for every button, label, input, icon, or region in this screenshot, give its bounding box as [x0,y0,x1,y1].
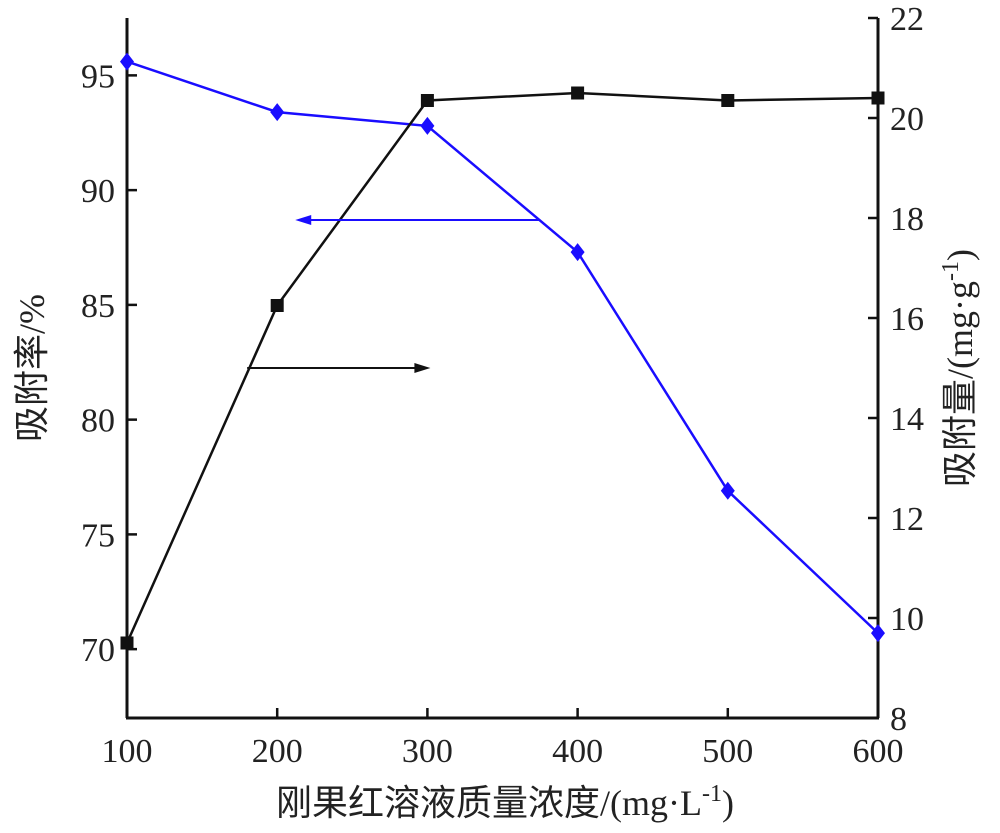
y-right-tick-label: 14 [890,401,924,438]
series-0-line [126,60,879,635]
y-right-tick-label: 8 [890,701,907,738]
y-right-tick-label: 10 [890,601,924,638]
x-tick-label: 100 [102,733,153,770]
y-left-tick-label: 90 [81,173,115,210]
y-left-tick-label: 75 [81,517,115,554]
x-axis-title-sup: -1 [702,781,722,807]
series-0-point [120,52,134,71]
y-axis-right-title-end: ) [940,249,980,261]
y-right-tick-label: 16 [890,301,924,338]
series-1-point [420,94,434,107]
series-1-point [270,299,284,312]
y-left-tick-label: 95 [81,58,115,95]
series-0-point [871,624,885,643]
x-axis-title-end: ) [722,783,734,823]
y-left-tick-label: 85 [81,288,115,325]
series-1-point [871,91,885,105]
y-axis-right-title-sup: -1 [938,261,964,281]
x-axis-title: 刚果红溶液质量浓度/(mg·L-1) [276,781,734,823]
y-left-tick-label: 80 [81,403,115,440]
y-left-tick-label: 70 [81,632,115,669]
y-axis-right-title-main: 吸附量/(mg·g [940,281,980,487]
series-1-point [571,86,585,100]
y-right-tick-label: 20 [890,101,924,138]
x-tick-label: 600 [853,733,904,770]
x-axis-title-main: 刚果红溶液质量浓度/(mg·L [276,783,702,823]
x-tick-label: 400 [552,733,603,770]
series-0-point [570,243,585,262]
axes: 100 200 300 400 500 600 70 75 80 85 90 95 8 10 12 14 16 1… [81,1,924,770]
series-0-point [270,103,285,122]
arrow-0-head [295,214,312,225]
y-axis-right-title: 吸附量/(mg·g-1) [938,249,980,487]
y-axis-left-title: 吸附率/% [12,294,52,442]
arrow-1-head [414,363,431,373]
y-right-tick-label: 12 [890,501,924,538]
series-1-line [125,91,879,644]
series-0-point [720,481,735,500]
series-0-point [420,116,435,135]
x-tick-label: 500 [702,733,753,770]
x-tick-label: 200 [252,733,303,770]
x-tick-label: 300 [402,733,453,770]
annotations [247,214,541,373]
series-1-point [721,94,735,107]
series-1-point [120,636,134,650]
series-layer [120,52,885,650]
y-right-tick-label: 18 [890,201,924,238]
y-right-tick-label: 22 [890,1,924,38]
